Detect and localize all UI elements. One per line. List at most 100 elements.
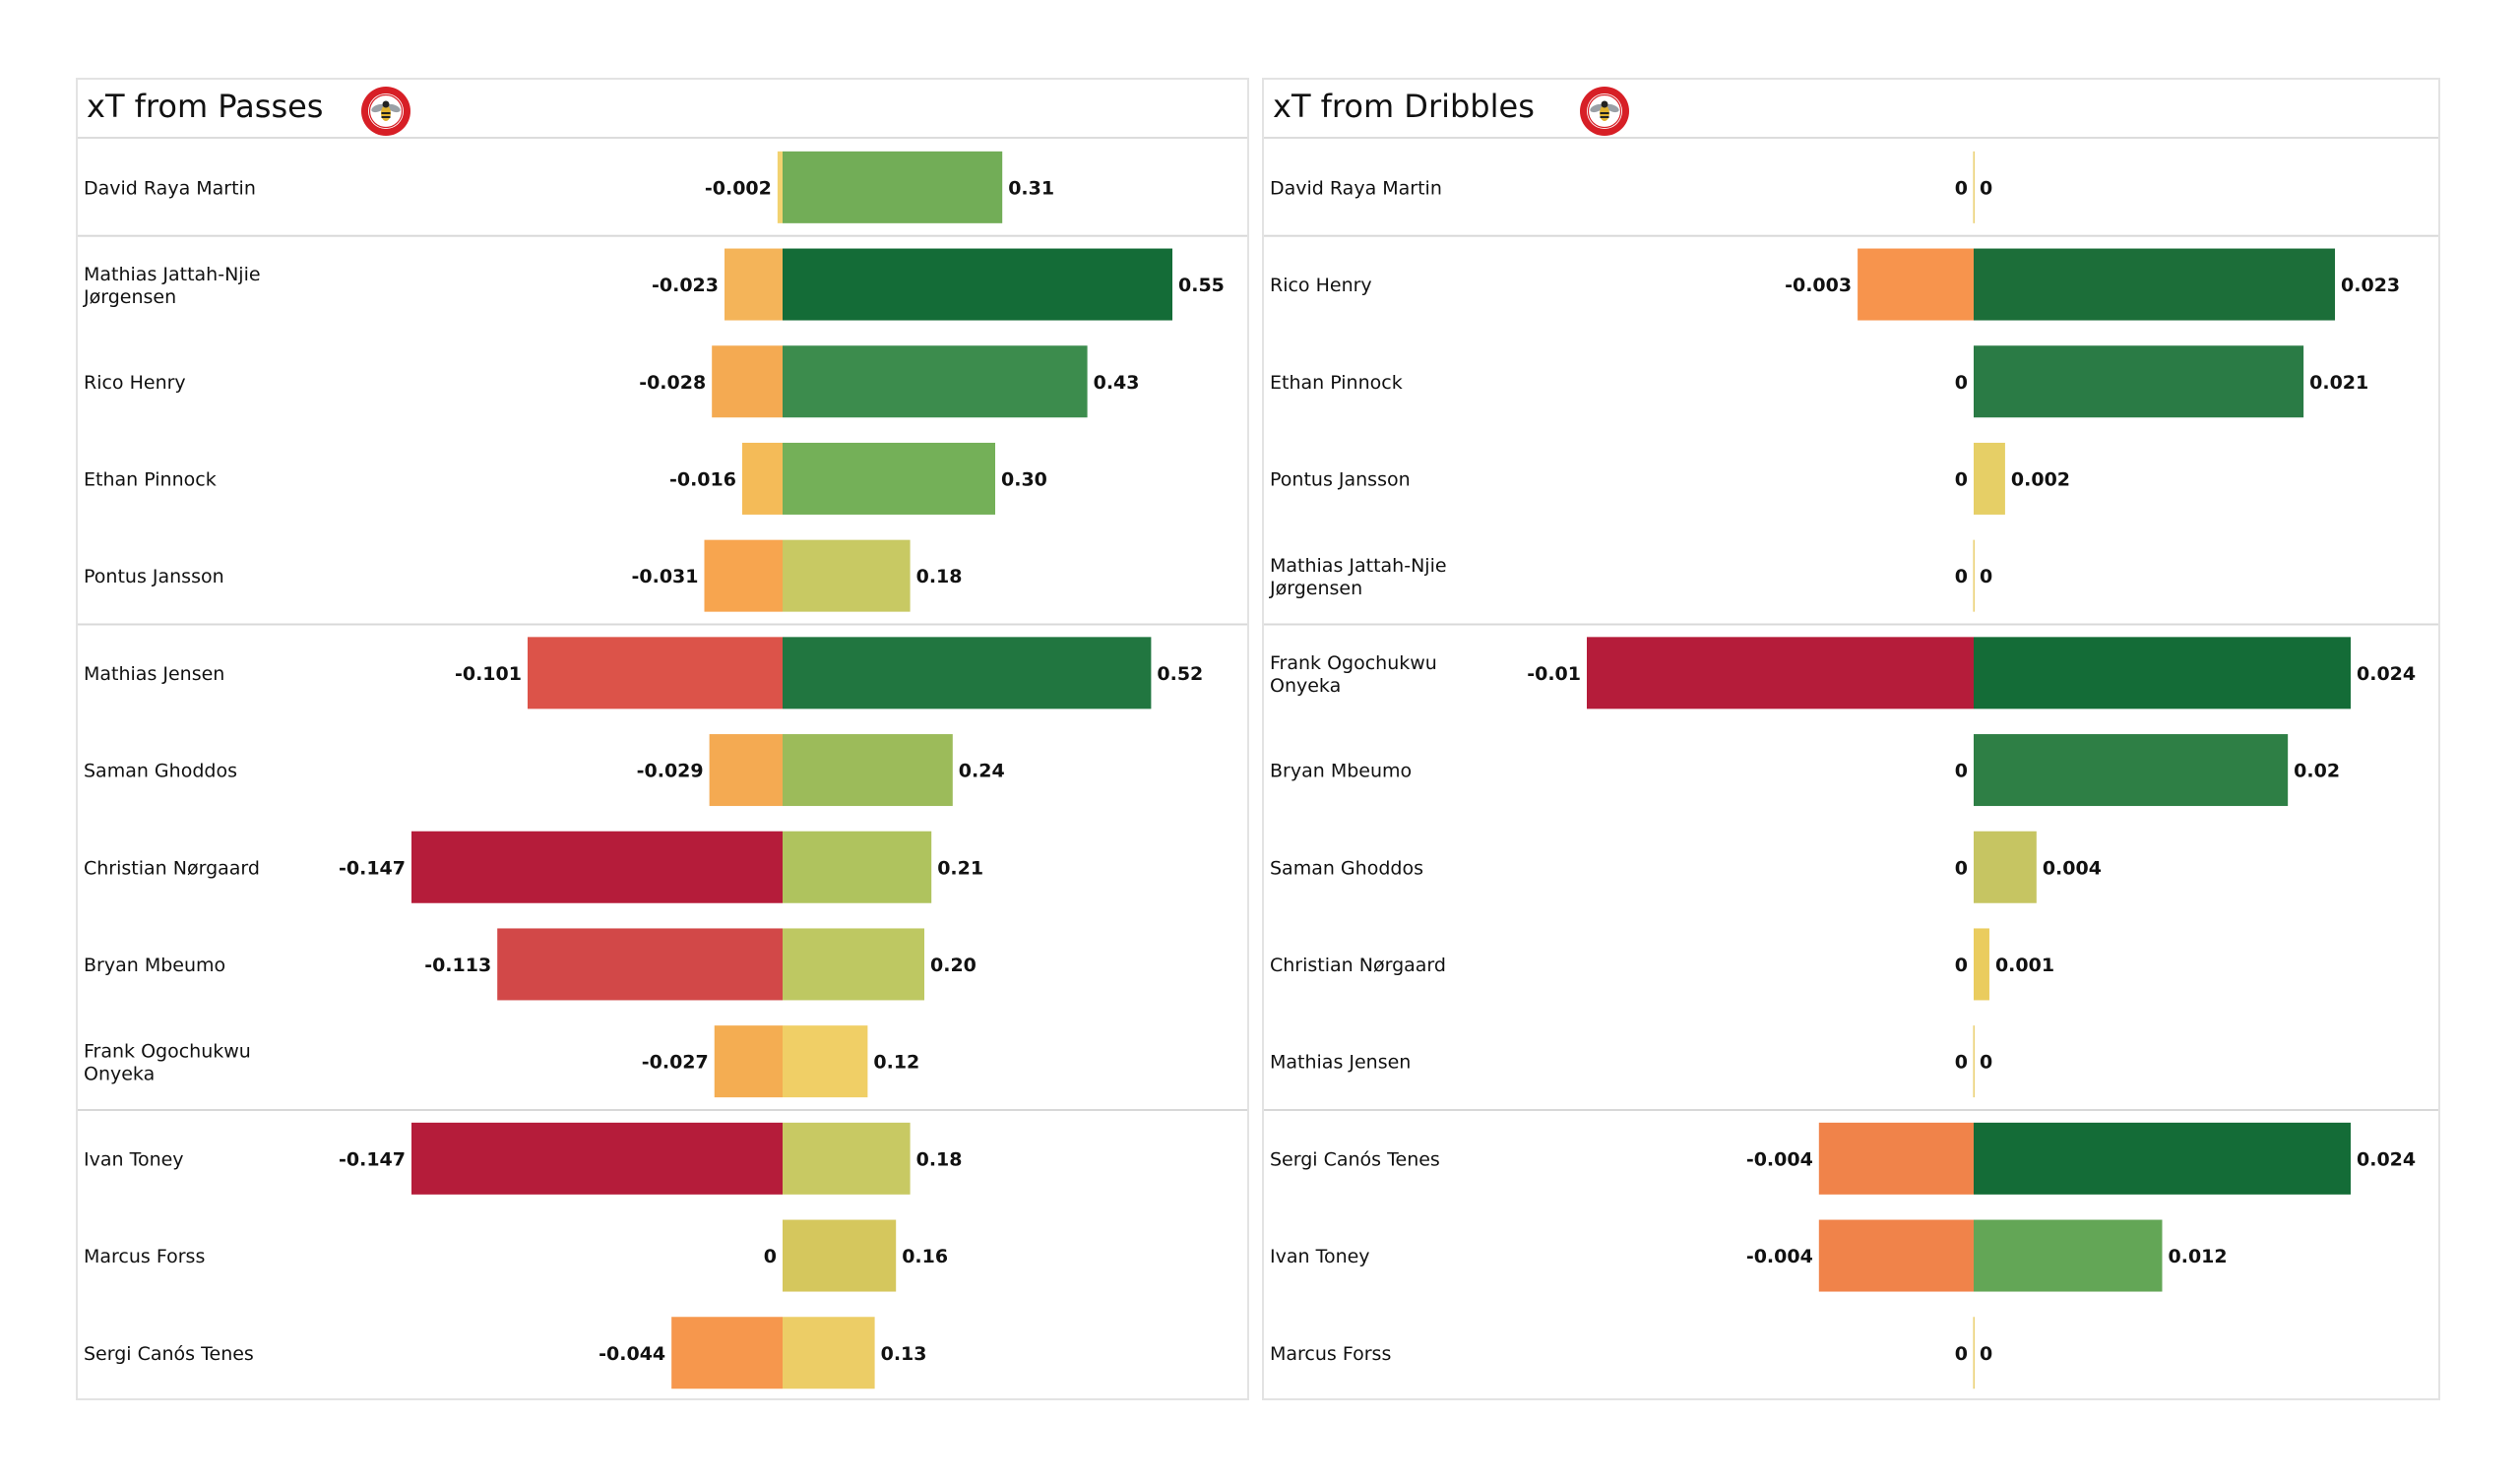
positive-value-label: 0 — [1980, 177, 1992, 199]
player-name: Bryan Mbeumo — [84, 955, 225, 976]
negative-bar — [741, 442, 783, 515]
player-row: Frank Ogochukwu Onyeka -0.01 0.024 — [1270, 637, 2416, 709]
player-row: Ethan Pinnock -0.016 0.30 — [84, 442, 1047, 515]
negative-value-label: 0 — [764, 1246, 777, 1267]
positive-bar — [783, 1025, 868, 1098]
player-name: Ivan Toney — [1270, 1246, 1370, 1267]
positive-bar — [1974, 928, 1989, 1001]
player-row: Sergi Canós Tenes -0.044 0.13 — [84, 1317, 926, 1389]
negative-value-label: 0 — [1955, 177, 1968, 199]
player-name: David Raya Martin — [1270, 177, 1442, 199]
negative-bar — [497, 928, 783, 1001]
negative-value-label: -0.027 — [642, 1052, 709, 1074]
positive-bar — [1974, 831, 2037, 903]
positive-value-label: 0.012 — [2169, 1246, 2228, 1267]
player-row: Christian Nørgaard -0.147 0.21 — [84, 831, 983, 903]
zero-line — [1973, 1025, 1975, 1098]
player-row: Rico Henry -0.028 0.43 — [84, 345, 1140, 418]
positive-bar — [783, 345, 1088, 418]
player-row: Bryan Mbeumo -0.113 0.20 — [84, 928, 976, 1001]
player-row: Pontus Jansson 0 0.002 — [1270, 442, 2070, 515]
section-divider — [78, 623, 1247, 626]
positive-value-label: 0.021 — [2309, 372, 2368, 394]
positive-value-label: 0.18 — [916, 1148, 963, 1170]
negative-value-label: -0.113 — [424, 955, 491, 976]
positive-bar — [1974, 734, 2289, 807]
negative-value-label: -0.029 — [637, 761, 704, 782]
positive-bar — [783, 637, 1152, 709]
positive-bar — [783, 928, 924, 1001]
player-row: Mathias Jattah-Njie Jørgensen 0 0 — [1269, 539, 1992, 612]
player-name: Ethan Pinnock — [84, 468, 217, 490]
negative-value-label: -0.004 — [1746, 1246, 1813, 1267]
negative-bar — [1818, 1219, 1974, 1292]
negative-value-label: 0 — [1955, 857, 1968, 879]
positive-bar — [783, 1317, 875, 1389]
negative-bar — [1858, 248, 1974, 321]
positive-bar — [1974, 248, 2336, 321]
negative-value-label: -0.003 — [1785, 275, 1852, 296]
positive-bar — [783, 539, 911, 612]
player-row: Saman Ghoddos 0 0.004 — [1270, 831, 2102, 903]
positive-value-label: 0.12 — [873, 1052, 919, 1074]
positive-value-label: 0.002 — [2011, 468, 2070, 490]
player-name: Sergi Canós Tenes — [1270, 1148, 1440, 1170]
player-name: Christian Nørgaard — [1270, 955, 1446, 976]
positive-value-label: 0 — [1980, 1343, 1992, 1365]
player-row: Bryan Mbeumo 0 0.02 — [1270, 734, 2340, 807]
negative-value-label: 0 — [1955, 1343, 1968, 1365]
player-name: Marcus Forss — [84, 1246, 205, 1267]
negative-value-label: 0 — [1955, 955, 1968, 976]
positive-bar — [783, 1219, 897, 1292]
player-row: Ethan Pinnock 0 0.021 — [1270, 345, 2368, 418]
positive-value-label: 0.02 — [2294, 761, 2340, 782]
negative-value-label: 0 — [1955, 1052, 1968, 1074]
player-name: Saman Ghoddos — [1270, 857, 1423, 879]
negative-value-label: 0 — [1955, 372, 1968, 394]
positive-bar — [783, 442, 995, 515]
negative-value-label: -0.016 — [669, 468, 736, 490]
negative-value-label: -0.031 — [632, 566, 699, 587]
positive-value-label: 0.55 — [1178, 275, 1225, 296]
negative-bar — [411, 831, 783, 903]
negative-bar — [411, 1122, 783, 1195]
positive-value-label: 0.16 — [902, 1246, 948, 1267]
player-row: Mathias Jensen 0 0 — [1270, 1025, 1992, 1098]
player-row: Marcus Forss 0 0.16 — [84, 1219, 948, 1292]
positive-value-label: 0.43 — [1094, 372, 1140, 394]
section-divider — [1264, 234, 2438, 237]
negative-bar — [724, 248, 783, 321]
player-name: Rico Henry — [1270, 275, 1372, 296]
negative-value-label: -0.002 — [705, 177, 772, 199]
positive-value-label: 0.31 — [1008, 177, 1054, 199]
player-name: Christian Nørgaard — [84, 857, 260, 879]
positive-value-label: 0.24 — [959, 761, 1005, 782]
player-name: Rico Henry — [84, 372, 186, 394]
section-divider — [1264, 623, 2438, 626]
player-name: Saman Ghoddos — [84, 761, 237, 782]
player-row: Saman Ghoddos -0.029 0.24 — [84, 734, 1005, 807]
positive-bar — [1974, 442, 2005, 515]
positive-value-label: 0.21 — [937, 857, 983, 879]
player-row: Rico Henry -0.003 0.023 — [1270, 248, 2400, 321]
player-name: Mathias Jensen — [1270, 1052, 1411, 1074]
positive-value-label: 0.023 — [2341, 275, 2400, 296]
negative-value-label: -0.004 — [1746, 1148, 1813, 1170]
team-crest-icon — [1580, 87, 1629, 136]
positive-value-label: 0.18 — [916, 566, 963, 587]
positive-value-label: 0.001 — [1995, 955, 2054, 976]
player-name: Ivan Toney — [84, 1148, 184, 1170]
player-row: David Raya Martin 0 0 — [1270, 151, 1992, 223]
negative-bar — [712, 345, 783, 418]
positive-value-label: 0.20 — [930, 955, 976, 976]
player-name: Frank Ogochukwu Onyeka — [84, 1041, 251, 1085]
section-divider — [1264, 1109, 2438, 1111]
player-row: Ivan Toney -0.004 0.012 — [1270, 1219, 2228, 1292]
player-name: Mathias Jattah-Njie Jørgensen — [83, 264, 261, 308]
negative-value-label: 0 — [1955, 468, 1968, 490]
positive-bar — [1974, 637, 2351, 709]
team-crest-icon — [361, 87, 410, 136]
player-row: Frank Ogochukwu Onyeka -0.027 0.12 — [84, 1025, 919, 1098]
header-divider — [1264, 137, 2438, 139]
